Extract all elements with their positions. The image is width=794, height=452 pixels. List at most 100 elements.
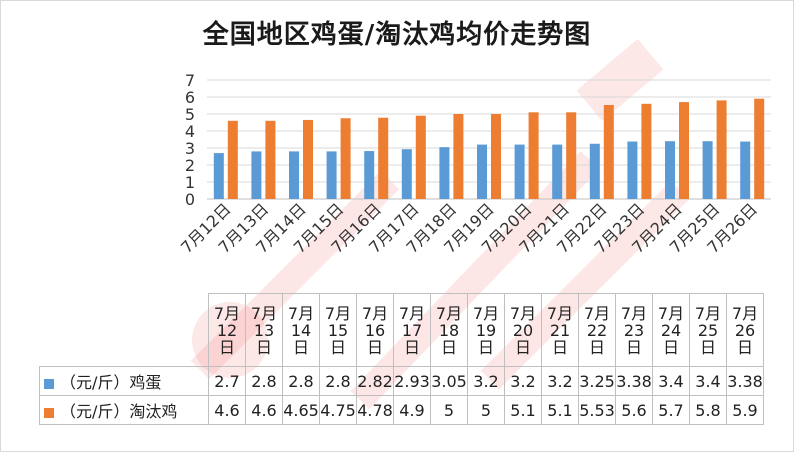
bar-hens-12 (679, 102, 689, 199)
legend-entry-eggs: （元/斤）鸡蛋 (39, 366, 209, 396)
bar-hens-8 (528, 112, 539, 199)
table-cell-eggs: 3.05 (430, 366, 468, 396)
table-header-cell: 7月 20 日 (504, 293, 542, 367)
bar-hens-5 (415, 115, 426, 199)
table-cell-eggs: 3.2 (467, 366, 505, 396)
table-header-cell: 7月 12 日 (208, 293, 246, 367)
bar-eggs-8 (514, 144, 525, 199)
table-header-cell: 7月 26 日 (726, 293, 764, 367)
table-cell-hens: 5.6 (615, 395, 653, 425)
data-table-row-hens: （元/斤）淘汰鸡 4.6 4.6 4.65 4.75 4.78 4.9 5 5 5.1 5.1 5.… (39, 395, 764, 425)
bar-hens-2 (303, 119, 313, 199)
table-header-cell: 7月 25 日 (689, 293, 727, 367)
bar-hens-13 (716, 100, 727, 199)
table-header-cell: 7月 15 日 (319, 293, 357, 367)
y-tick-label: 3 (185, 139, 195, 158)
table-header-cell: 7月 17 日 (393, 293, 431, 367)
table-header-cell: 7月 13 日 (245, 293, 283, 367)
bar-hens-3 (340, 118, 351, 199)
bar-eggs-4 (364, 151, 375, 199)
table-header-cell: 7月 23 日 (615, 293, 653, 367)
bar-eggs-1 (251, 151, 262, 199)
legend-label-hens: （元/斤）淘汰鸡 (60, 402, 178, 421)
table-header-cell: 7月 19 日 (467, 293, 505, 367)
bar-eggs-12 (665, 141, 675, 199)
table-corner (40, 294, 209, 367)
data-table-header-row: 7月 12 日 7月 13 日 7月 14 日 7月 15 日 7月 16 日 7月 17 日 7月 18 日 7月 19 日… (40, 293, 764, 367)
legend-swatch-eggs (44, 378, 54, 389)
bar-eggs-11 (627, 141, 638, 199)
bar-hens-14 (754, 98, 765, 199)
bar-eggs-2 (289, 151, 299, 199)
table-cell-eggs: 2.8 (319, 366, 357, 396)
legend-label-eggs: （元/斤）鸡蛋 (60, 373, 162, 392)
y-tick-label: 0 (185, 190, 195, 209)
table-cell-hens: 4.6 (208, 395, 246, 425)
table-cell-eggs: 3.4 (652, 366, 690, 396)
legend-entry-hens: （元/斤）淘汰鸡 (39, 395, 209, 425)
table-cell-eggs: 2.93 (393, 366, 431, 396)
table-cell-hens: 5.1 (541, 395, 579, 425)
data-table-row-eggs: （元/斤）鸡蛋 2.7 2.8 2.8 2.8 2.82 2.93 3.05 3.2 3.2 3.… (39, 366, 764, 396)
table-cell-hens: 5.53 (578, 395, 616, 425)
bar-hens-1 (265, 120, 276, 199)
table-cell-eggs: 2.7 (208, 366, 246, 396)
table-cell-hens: 4.9 (393, 395, 431, 425)
table-cell-eggs: 2.8 (245, 366, 283, 396)
bar-eggs-0 (213, 153, 224, 199)
bar-eggs-7 (477, 144, 487, 199)
chart-title: 全国地区鸡蛋/淘汰鸡均价走势图 (202, 20, 592, 50)
x-axis-labels: 7月12日7月13日7月14日7月15日7月16日7月17日7月18日7月19日… (177, 199, 761, 257)
y-tick-label: 2 (185, 156, 195, 175)
bar-hens-10 (603, 104, 614, 199)
table-cell-eggs: 2.82 (356, 366, 394, 396)
bar-eggs-13 (702, 141, 713, 199)
table-cell-eggs: 3.38 (615, 366, 653, 396)
bar-eggs-3 (326, 151, 337, 199)
y-tick-label: 4 (185, 122, 195, 141)
table-cell-hens: 5.9 (726, 395, 764, 425)
table-header-cell: 7月 21 日 (541, 293, 579, 367)
grid-lines (207, 79, 771, 200)
y-tick-label: 1 (185, 173, 195, 192)
bar-eggs-10 (589, 143, 600, 199)
y-tick-label: 7 (185, 71, 195, 90)
bar-hens-11 (641, 103, 652, 199)
table-cell-eggs: 3.2 (541, 366, 579, 396)
table-cell-eggs: 2.8 (282, 366, 320, 396)
y-tick-label: 5 (185, 105, 195, 124)
table-cell-hens: 5.7 (652, 395, 690, 425)
y-tick-label: 6 (185, 88, 195, 107)
bar-hens-0 (227, 120, 238, 199)
table-cell-eggs: 3.2 (504, 366, 542, 396)
table-cell-hens: 4.6 (245, 395, 283, 425)
table-header-cell: 7月 24 日 (652, 293, 690, 367)
legend-swatch-hens (44, 407, 54, 418)
table-cell-hens: 5 (467, 395, 505, 425)
bar-eggs-5 (401, 149, 412, 199)
table-header-cell: 7月 14 日 (282, 293, 320, 367)
table-cell-hens: 5.1 (504, 395, 542, 425)
bar-hens-4 (378, 117, 389, 199)
table-cell-eggs: 3.25 (578, 366, 616, 396)
bar-eggs-6 (439, 147, 450, 199)
bar-eggs-9 (552, 144, 563, 199)
bar-hens-6 (453, 114, 464, 199)
table-cell-hens: 4.65 (282, 395, 320, 425)
table-cell-hens: 5 (430, 395, 468, 425)
table-header-cell: 7月 18 日 (430, 293, 468, 367)
table-cell-eggs: 3.38 (726, 366, 764, 396)
table-cell-hens: 4.78 (356, 395, 394, 425)
table-header-cell: 7月 16 日 (356, 293, 394, 367)
table-cell-hens: 5.8 (689, 395, 727, 425)
table-header-cell: 7月 22 日 (578, 293, 616, 367)
bar-hens-9 (566, 112, 577, 199)
bar-hens-7 (491, 114, 501, 199)
table-cell-hens: 4.75 (319, 395, 357, 425)
table-cell-eggs: 3.4 (689, 366, 727, 396)
bar-eggs-14 (740, 141, 751, 199)
bars (213, 98, 765, 199)
data-table: 7月 12 日 7月 13 日 7月 14 日 7月 15 日 7月 16 日 7月 17 日 7月 18 日 7月 19 日… (39, 293, 764, 425)
